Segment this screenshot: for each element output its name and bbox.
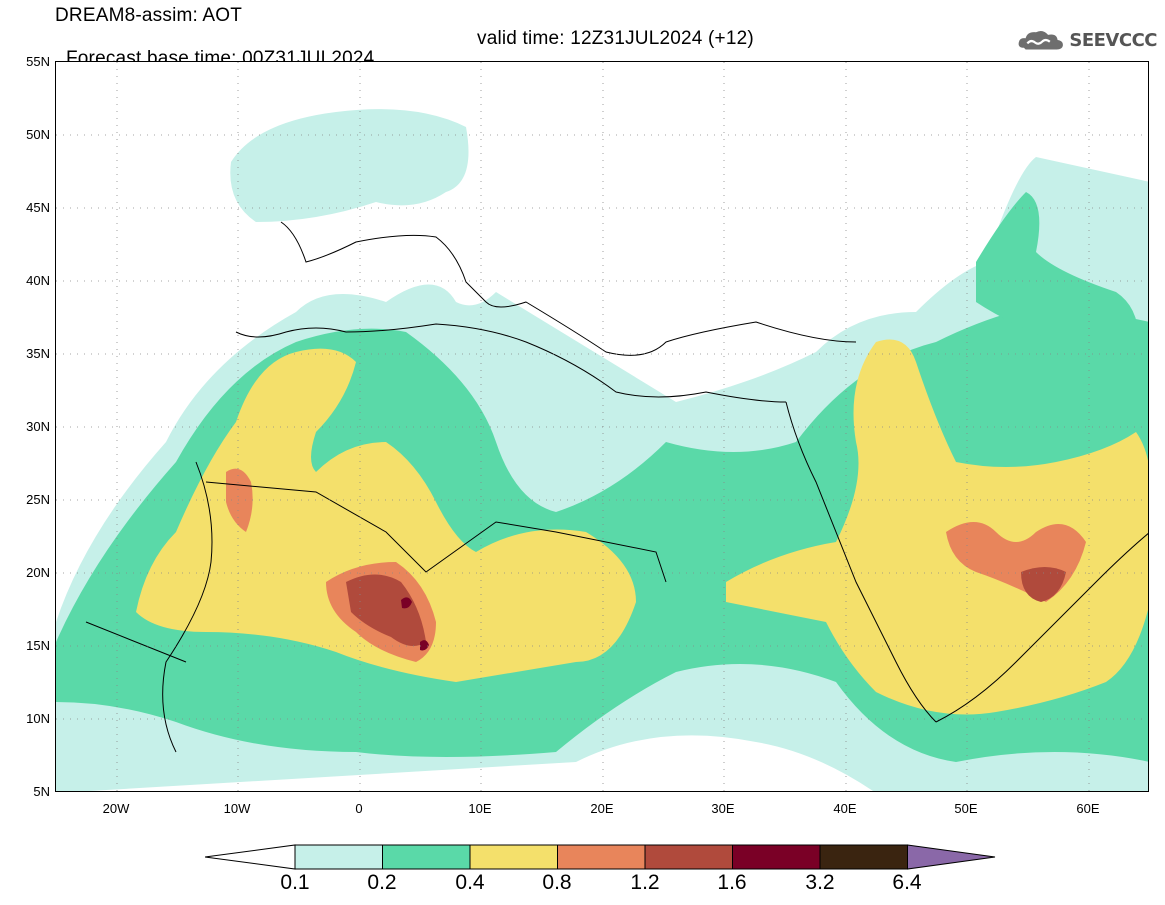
logo-text: SEEVCCC bbox=[1069, 29, 1157, 51]
colorbar-label: 1.6 bbox=[717, 871, 747, 894]
colorbar-high-arrow bbox=[907, 844, 996, 870]
lat-label: 40N bbox=[26, 273, 50, 288]
lat-label: 50N bbox=[26, 127, 50, 142]
lon-label: 40E bbox=[833, 801, 857, 816]
lon-label: 10E bbox=[468, 801, 492, 816]
colorbar-label: 6.4 bbox=[892, 871, 922, 894]
lat-label: 10N bbox=[26, 711, 50, 726]
colorbar-segment bbox=[819, 844, 908, 870]
map-title: DREAM8-assim: AOT bbox=[55, 5, 243, 26]
lat-label: 35N bbox=[26, 346, 50, 361]
aot-forecast-map bbox=[55, 61, 1149, 792]
lon-label: 20E bbox=[590, 801, 614, 816]
map-canvas bbox=[56, 62, 1148, 791]
aot-band-1.6 bbox=[401, 597, 412, 609]
lon-label: 10W bbox=[223, 801, 251, 816]
colorbar-label: 0.1 bbox=[280, 871, 310, 894]
colorbar-label: 0.2 bbox=[367, 871, 397, 894]
aot-band-0.1-north bbox=[230, 109, 469, 222]
valid-time-text: valid time: 12Z31JUL2024 (+12) bbox=[477, 28, 754, 49]
colorbar-segment bbox=[732, 844, 821, 870]
aot-band-0.4 bbox=[136, 348, 636, 682]
seevccc-logo: SEEVCCC bbox=[1017, 23, 1157, 57]
lon-label: 0 bbox=[355, 801, 363, 816]
cloud-icon bbox=[1018, 30, 1063, 50]
colorbar-low-arrow bbox=[205, 844, 296, 870]
colorbar-segment bbox=[644, 844, 733, 870]
lat-label: 30N bbox=[26, 419, 50, 434]
lat-label: 20N bbox=[26, 565, 50, 580]
lon-label: 20W bbox=[102, 801, 130, 816]
lon-label: 30E bbox=[711, 801, 735, 816]
colorbar-label: 0.4 bbox=[455, 871, 485, 894]
colorbar-label: 1.2 bbox=[630, 871, 660, 894]
colorbar-segment bbox=[294, 844, 383, 870]
lat-label: 15N bbox=[26, 638, 50, 653]
lon-label: 50E bbox=[954, 801, 978, 816]
colorbar bbox=[205, 844, 996, 870]
aot-band-1.2-oman bbox=[1021, 567, 1066, 602]
lon-label: 60E bbox=[1076, 801, 1100, 816]
colorbar-label: 3.2 bbox=[805, 871, 835, 894]
lat-label: 25N bbox=[26, 492, 50, 507]
aot-band-1.2 bbox=[346, 574, 426, 646]
colorbar-label: 0.8 bbox=[542, 871, 572, 894]
aot-band-0.4-east bbox=[726, 339, 1148, 715]
aot-band-0.2-caspian bbox=[976, 192, 1139, 362]
colorbar-segment bbox=[557, 844, 646, 870]
colorbar-segment bbox=[382, 844, 471, 870]
aot-contours bbox=[56, 109, 1148, 791]
aot-band-1.6-south bbox=[420, 640, 429, 651]
coastlines-and-borders bbox=[85, 221, 1148, 753]
graticule bbox=[56, 62, 1148, 791]
lat-label: 45N bbox=[26, 200, 50, 215]
colorbar-segment bbox=[469, 844, 558, 870]
lat-label: 55N bbox=[26, 54, 50, 69]
lat-label: 5N bbox=[33, 784, 50, 799]
